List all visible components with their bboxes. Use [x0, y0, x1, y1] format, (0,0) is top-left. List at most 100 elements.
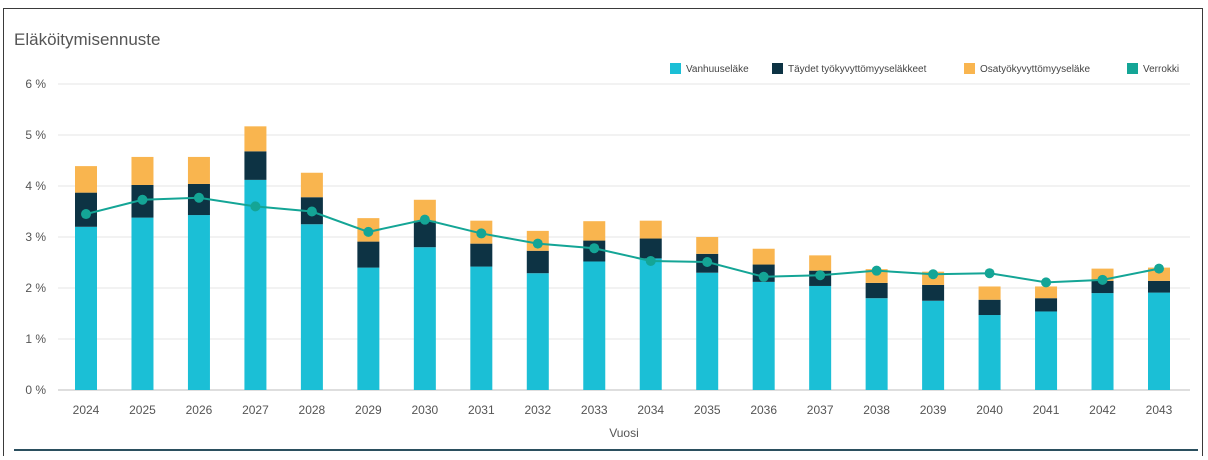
bar-segment [131, 156, 154, 185]
line-layer [81, 192, 1164, 288]
bar-segment [1148, 292, 1170, 390]
bar-segment [244, 151, 267, 180]
x-tick-label: 2034 [637, 403, 664, 417]
y-tick-label: 5 % [25, 128, 46, 142]
x-tick-label: 2038 [863, 403, 890, 417]
x-tick-label: 2024 [73, 403, 100, 417]
bar-segment [583, 261, 606, 390]
bar-segment [865, 269, 888, 283]
bar-segment [1148, 280, 1170, 293]
bar-segment [696, 272, 719, 390]
x-tick-label: 2025 [129, 403, 156, 417]
bar-segment [809, 255, 832, 271]
legend-swatch [964, 63, 975, 74]
line-point [419, 214, 430, 225]
bar-segment [752, 248, 775, 265]
bar-segment [752, 281, 775, 390]
x-axis-title: Vuosi [609, 426, 639, 440]
bar-segment [865, 282, 888, 299]
bar-segment [639, 238, 662, 259]
x-tick-label: 2036 [750, 403, 777, 417]
x-tick-label: 2037 [807, 403, 834, 417]
line-point [81, 209, 91, 220]
line-point [137, 194, 148, 205]
y-tick-label: 4 % [25, 179, 46, 193]
x-tick-label: 2026 [186, 403, 213, 417]
bar-segment [526, 273, 549, 390]
bar-segment [413, 199, 436, 221]
bar-segment [470, 266, 493, 390]
x-tick-label: 2027 [242, 403, 269, 417]
chart-title: Eläköitymisennuste [14, 30, 161, 49]
line-point [928, 269, 939, 280]
bar-segment [413, 247, 436, 390]
legend-label: Täydet työkyvyttömyyseläkkeet [788, 64, 927, 75]
bar-segment [978, 299, 1001, 316]
line-point [702, 256, 713, 267]
bar-segment [244, 179, 267, 390]
bar-segment [75, 226, 97, 390]
line-point [1097, 274, 1108, 285]
bar-segment [1091, 280, 1114, 294]
line-point [645, 255, 656, 266]
chart-frame [3, 8, 1203, 456]
bar-segment [1148, 267, 1170, 281]
bar-segment [187, 156, 210, 184]
bar-segment [1035, 286, 1058, 299]
legend-label: Vanhuuseläke [686, 64, 749, 75]
bar-segment [583, 221, 606, 241]
x-tick-label: 2039 [920, 403, 947, 417]
bar-segment [75, 166, 97, 193]
bar-segment [865, 298, 888, 390]
line-point [532, 238, 543, 249]
y-tick-label: 6 % [25, 77, 46, 91]
bar-segment [413, 220, 436, 248]
line-point [193, 192, 204, 203]
line-point [1041, 277, 1052, 288]
bar-segment [187, 215, 210, 390]
bar-segment [639, 220, 662, 239]
legend: Vanhuuseläke Täydet työkyvyttömyyseläkkee… [670, 63, 1179, 75]
bar-segment [978, 315, 1001, 390]
x-tick-label: 2040 [976, 403, 1003, 417]
bar-segment [1035, 311, 1058, 390]
bar-segment [1091, 293, 1114, 390]
y-tick-label: 2 % [25, 281, 46, 295]
line-point [306, 206, 317, 217]
line-point [758, 271, 769, 282]
bar-segment [357, 267, 380, 390]
x-axis: 2024 2025 2026 2027 2028 2029 2030 2031 2032 2033… [73, 403, 1173, 417]
bar-segment [357, 241, 380, 268]
bar-segment [1035, 298, 1058, 312]
bar-segment [809, 285, 832, 390]
line-point [476, 228, 487, 239]
legend-swatch [670, 63, 681, 74]
x-tick-label: 2041 [1033, 403, 1060, 417]
bar-segment [300, 172, 323, 198]
x-tick-label: 2042 [1089, 403, 1116, 417]
line-point [250, 201, 261, 212]
x-tick-label: 2043 [1146, 403, 1173, 417]
line-point [589, 243, 600, 254]
bar-segment [300, 224, 323, 390]
line-point [1154, 263, 1164, 274]
line-point [984, 268, 995, 279]
legend-label: Osatyökyvyttömyyseläke [980, 64, 1090, 75]
x-tick-label: 2032 [524, 403, 551, 417]
bar-segment [470, 243, 493, 267]
bar-segment [131, 217, 154, 390]
x-tick-label: 2028 [299, 403, 326, 417]
x-tick-label: 2029 [355, 403, 382, 417]
series-line [85, 196, 1160, 284]
bar-segment [639, 258, 662, 390]
legend-swatch [772, 63, 783, 74]
line-point [363, 226, 374, 237]
bar-segment [922, 300, 945, 390]
x-tick-label: 2035 [694, 403, 721, 417]
bar-layer [75, 126, 1170, 390]
legend-label: Verrokki [1143, 64, 1179, 75]
y-tick-label: 1 % [25, 332, 46, 346]
x-tick-label: 2033 [581, 403, 608, 417]
bar-segment [922, 284, 945, 301]
